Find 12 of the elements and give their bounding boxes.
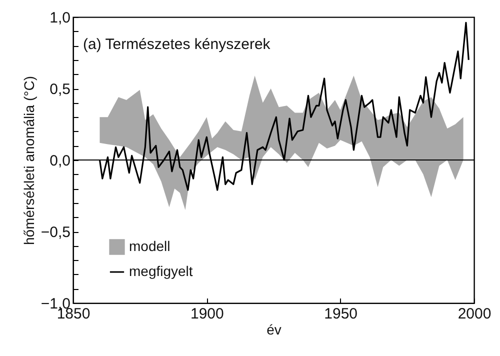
y-tick-label: 0,5 [50,81,70,98]
y-tick-label: 0,0 [50,152,70,170]
y-axis-title: hőmérsékleti anomália (°C) [20,76,37,245]
legend-label: megfigyelt [129,263,193,279]
legend-label: modell [129,238,170,254]
x-axis-title: év [266,322,282,338]
y-tick-label: −0,5 [40,224,70,241]
x-tick-label: 1900 [190,306,224,322]
y-tick-label: 1,0 [50,10,70,26]
x-tick-label: 1950 [324,306,358,322]
x-tick-label: 2000 [458,306,492,322]
text: (a) Természetes kényszerek [83,36,271,53]
